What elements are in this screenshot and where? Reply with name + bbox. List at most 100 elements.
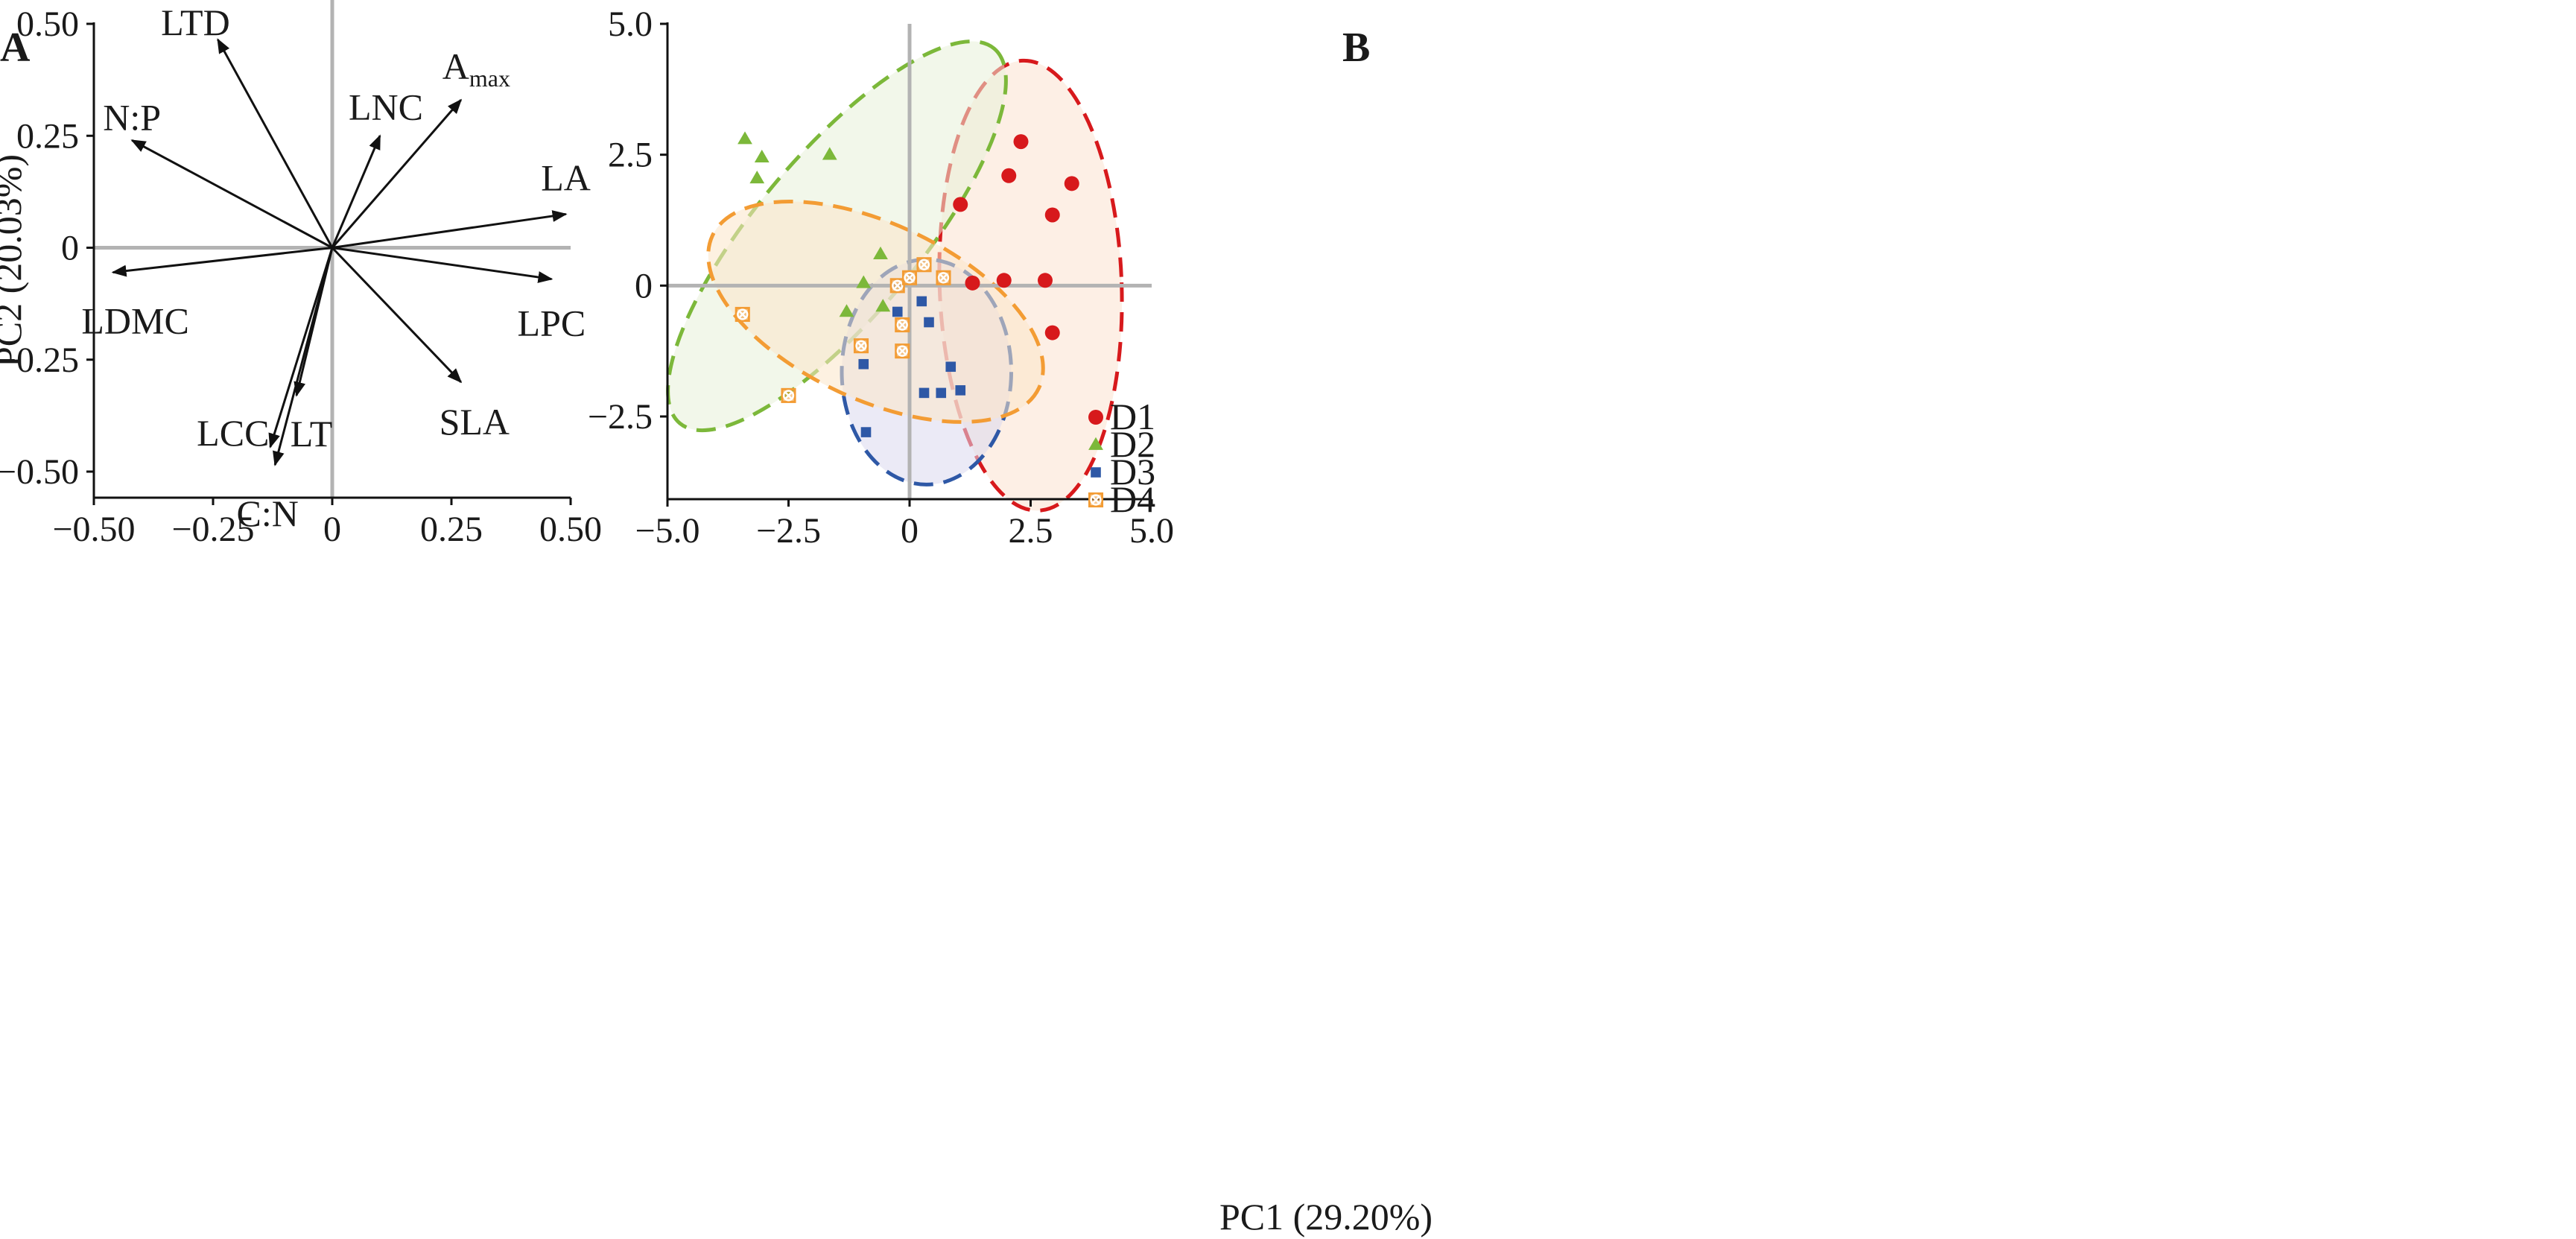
data-point-d1 — [965, 275, 980, 291]
panel-b-x-tick-label: 5.0 — [1129, 511, 1174, 551]
vector-label: LA — [541, 156, 591, 198]
legend-marker-d4 — [1088, 492, 1104, 508]
vector-arrow — [331, 210, 568, 249]
panel-b-x-tick-label: −2.5 — [756, 511, 821, 551]
panel-b-x-tick-label: −5.0 — [635, 511, 699, 551]
vector-label: Amax — [442, 45, 510, 92]
data-point-d2 — [875, 299, 891, 312]
vector-arrow — [331, 134, 381, 249]
vector-lnc: LNC — [331, 86, 423, 249]
panel-b-label: B — [1342, 25, 1370, 71]
panel-a-label: A — [0, 25, 31, 71]
panel-b-x-tick-label: 0 — [901, 511, 919, 551]
data-point-d4 — [781, 387, 796, 403]
vector-label: N:P — [103, 96, 161, 138]
data-point-d4 — [895, 317, 910, 333]
series-d2 — [737, 131, 891, 317]
data-point-d2 — [737, 131, 752, 145]
legend-entry-d3: D3 — [1091, 451, 1155, 492]
data-point-d1 — [1044, 325, 1060, 340]
vector-arrow — [331, 247, 463, 384]
data-point-d2 — [856, 275, 872, 288]
vector-arrow — [331, 247, 553, 283]
legend-label: D4 — [1110, 478, 1155, 520]
legend-entry-d4: D4 — [1088, 478, 1155, 520]
data-point-d2 — [839, 304, 854, 317]
vector-arrow — [268, 247, 334, 449]
data-point-d3 — [858, 358, 869, 370]
panel-b-reference-lines — [667, 24, 1152, 499]
panel-b-axes: 5.0 2.5 0 −2.5 −5.0 −2.5 0 2.5 5.0 — [588, 4, 1174, 551]
series-d1 — [953, 134, 1079, 340]
data-point-d3 — [924, 317, 934, 328]
panel-b-y-tick-label: 2.5 — [608, 136, 653, 175]
vector-label-subscript: max — [469, 65, 510, 92]
data-point-d4 — [889, 278, 905, 294]
legend-label: D3 — [1110, 451, 1155, 492]
vector-label: LT — [291, 413, 333, 454]
data-point-d1 — [1064, 176, 1079, 191]
vector-la: LA — [331, 156, 591, 249]
data-point-d1 — [996, 273, 1012, 288]
data-point-d3 — [919, 387, 930, 399]
data-point-d1 — [1001, 168, 1017, 183]
data-point-d1 — [1013, 134, 1029, 150]
legend-entry-d1: D1 — [1088, 396, 1155, 437]
panel-a-y-axis-title: PC2 (20.03%) — [0, 154, 29, 367]
vector-arrow — [130, 139, 333, 249]
vector-label: LNC — [349, 86, 423, 127]
data-point-d4 — [916, 257, 932, 273]
vector-sla: SLA — [331, 247, 510, 443]
legend-marker-d1 — [1088, 410, 1103, 425]
data-point-d1 — [953, 197, 968, 212]
panel-a-x-tick-label: 0.25 — [420, 510, 483, 549]
panel-a-vectors: LTD Amax LNC N:P LA LDMC LPC SLA LT LCC C:N — [81, 1, 591, 534]
series-d4 — [735, 257, 951, 403]
vector-arrow — [331, 98, 463, 249]
panel-b-y-tick-label: 5.0 — [608, 4, 653, 44]
panel-a-y-tick-label: 0.25 — [16, 116, 79, 156]
panel-b-y-tick-label: −2.5 — [588, 397, 653, 437]
panel-a-y-tick-label: −0.25 — [0, 340, 79, 380]
panel-a-biplot: A 0.500.250−0.25−0.50−0.50 −0.25 0 0.25 0.50… — [0, 0, 602, 549]
vector-ltd: LTD — [161, 1, 334, 249]
x-axis-title: PC1 (29.20%) — [1219, 1196, 1433, 1238]
panel-b-confidence-ellipses — [666, 39, 1124, 513]
vector-label: LTD — [161, 1, 230, 43]
vector-ldmc: LDMC — [81, 247, 333, 342]
legend-entry-d2: D2 — [1088, 423, 1155, 465]
panel-b-points — [735, 131, 1079, 437]
vector-label: LPC — [518, 302, 586, 344]
data-point-d4 — [895, 343, 910, 359]
data-point-d4 — [853, 338, 869, 354]
panel-a-y-tick-label: −0.50 — [0, 452, 79, 492]
data-point-d1 — [1044, 207, 1060, 223]
data-point-d3 — [860, 427, 872, 437]
data-point-d3 — [955, 385, 966, 396]
legend-marker-d2 — [1088, 437, 1103, 450]
data-point-d4 — [901, 270, 918, 285]
data-point-d3 — [892, 306, 903, 317]
vector-lcc: LCC — [197, 247, 334, 454]
vector-lpc: LPC — [331, 247, 586, 344]
vector-label: LCC — [197, 412, 269, 454]
data-point-d4 — [735, 306, 750, 323]
data-point-d3 — [916, 296, 927, 307]
ellipse-d4 — [706, 200, 1045, 424]
panel-a-x-tick-label: −0.50 — [52, 510, 135, 549]
legend-marker-d3 — [1091, 467, 1101, 478]
vector-arrow — [273, 247, 334, 466]
panel-a-x-tick-label: 0 — [323, 510, 341, 549]
panel-a-y-tick-label: 0.50 — [16, 4, 79, 44]
vector-n-p: N:P — [103, 96, 333, 249]
vector-amax: Amax — [331, 45, 510, 249]
vector-label: LDMC — [81, 300, 188, 342]
panel-b-x-tick-label: 2.5 — [1009, 511, 1053, 551]
data-point-d2 — [749, 171, 765, 184]
panel-a-y-tick-label: 0 — [61, 229, 79, 268]
vector-lt: LT — [291, 247, 334, 454]
vector-c-n: C:N — [237, 247, 334, 534]
data-point-d2 — [754, 149, 770, 163]
